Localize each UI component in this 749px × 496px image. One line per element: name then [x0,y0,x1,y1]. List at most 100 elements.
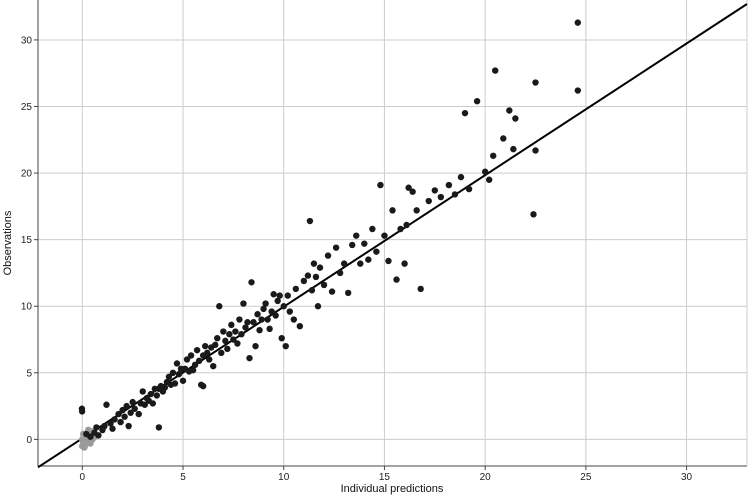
data-point [272,312,279,319]
grid-lines [38,0,747,466]
data-point [397,225,404,233]
censored-data-point [80,443,88,451]
data-point [340,260,348,267]
data-point [324,252,332,259]
data-point [214,334,221,342]
data-point [169,369,177,376]
data-point [78,408,86,415]
data-point [401,260,408,267]
data-point [266,325,273,333]
data-point [310,260,318,267]
x-tick-label: 30 [681,472,693,483]
data-point [242,324,249,331]
data-point [147,390,154,398]
data-point [248,279,255,286]
data-point [179,377,187,384]
data-point [256,326,263,334]
data-point [492,67,499,74]
tick-labels: 0 5 10 15 20 25 30 0 5 10 15 20 25 30 [21,35,693,483]
y-tick-label: 30 [21,35,33,46]
data-point [373,248,380,255]
data-point [258,316,265,323]
data-point [127,409,134,416]
data-point [244,319,251,326]
data-point [95,432,102,439]
data-point [236,316,243,323]
data-point [212,341,219,349]
data-point [141,401,148,408]
data-point [510,145,517,153]
data-point [357,260,364,267]
data-point [268,308,275,315]
data-point [111,416,118,423]
y-tick-label: 25 [21,102,33,113]
data-point [262,300,269,307]
data-point [500,135,507,142]
data-point [210,362,217,370]
y-tick-label: 5 [26,368,32,379]
data-point [532,79,539,86]
x-tick-label: 5 [180,472,186,483]
data-point [224,345,231,353]
data-point [155,424,163,431]
data-point [445,181,453,189]
data-point [276,292,283,299]
data-point [228,321,235,329]
data-point [234,340,241,347]
data-point [264,316,271,323]
data-point [286,308,293,315]
data-point [328,288,336,295]
data-point [300,277,308,285]
data-point [296,323,304,330]
data-point [332,244,340,251]
data-point [512,115,519,122]
data-point [403,221,410,229]
data-point [417,285,424,293]
data-point [308,287,316,294]
y-tick-label: 0 [26,435,32,446]
data-point [461,109,469,117]
data-point [431,187,438,194]
data-point [473,97,481,105]
data-point [117,418,124,426]
data-point [316,264,324,271]
data-point [173,360,181,367]
data-point [222,337,229,345]
data-point [292,285,300,293]
data-point [377,181,384,189]
data-point [246,354,253,362]
data-point [314,303,322,310]
data-point [195,357,203,365]
data-point [171,380,179,387]
data-point [220,328,227,335]
data-point [135,410,142,418]
data-point [353,232,360,239]
y-tick-label: 10 [21,302,33,313]
data-point [238,330,245,338]
data-point [282,342,289,350]
data-point [260,305,267,313]
x-tick-label: 25 [580,472,592,483]
data-point [240,300,247,307]
data-point [574,87,582,94]
data-point [389,207,396,214]
data-point [274,297,281,305]
data-point [278,334,285,342]
data-point [381,232,388,239]
data-point [405,184,412,191]
data-point [87,433,94,440]
data-point [312,273,320,281]
data-point [280,303,287,310]
data-point [206,356,213,363]
x-axis-title: Individual predictions [341,483,444,495]
data-point [344,289,352,297]
data-point [250,319,257,326]
axes [34,0,748,470]
data-point [175,370,183,378]
data-point [232,328,239,335]
data-point [123,402,130,410]
data-point [409,188,416,195]
data-point [216,303,223,310]
data-point [365,256,372,263]
